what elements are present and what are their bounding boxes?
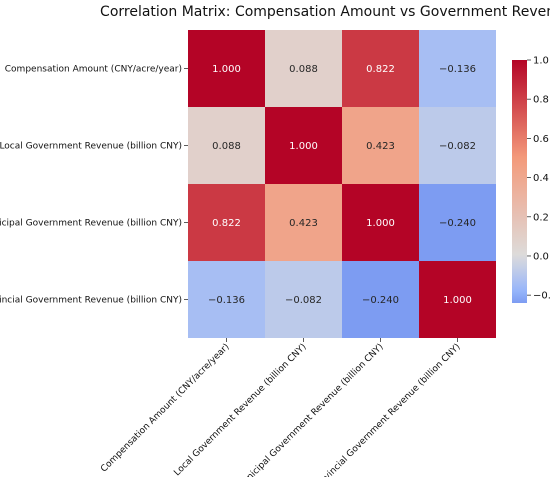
colorbar-tick-label: 0.8 bbox=[533, 95, 549, 106]
colorbar-tick-label: 0.4 bbox=[533, 173, 549, 184]
cell-value-label: −0.082 bbox=[285, 295, 322, 306]
colorbar-tick-label: 0.2 bbox=[533, 212, 549, 223]
colorbar-gradient bbox=[512, 60, 527, 303]
cell-value-label: −0.136 bbox=[439, 64, 476, 75]
cell-value-label: −0.082 bbox=[439, 141, 476, 152]
row-label: Compensation Amount (CNY/acre/year) bbox=[5, 65, 182, 75]
row-label: Provincial Government Revenue (billion C… bbox=[0, 296, 182, 306]
heatmap-cell-1-3 bbox=[419, 107, 496, 184]
colorbar-tick-label: 1.0 bbox=[533, 56, 549, 67]
column-labels: Compensation Amount (CNY/acre/year)Local… bbox=[99, 338, 463, 477]
cell-value-label: 0.423 bbox=[366, 141, 395, 152]
cell-value-label: −0.240 bbox=[362, 295, 399, 306]
heatmap-cell-0-3 bbox=[419, 30, 496, 107]
heatmap-cell-3-3 bbox=[419, 261, 496, 338]
heatmap-cell-0-2 bbox=[342, 30, 419, 107]
heatmap-cells: 1.000 0.088 0.822 −0.136 0.088 1.000 0.423 −0.0… bbox=[188, 30, 496, 338]
colorbar: 1.0 0.8 0.6 0.4 0.2 0.0 −0.2 bbox=[512, 56, 550, 303]
heatmap-cell-2-0 bbox=[188, 184, 265, 261]
column-label: Provincial Government Revenue (billion C… bbox=[312, 342, 462, 477]
colorbar-tick-label: 0.6 bbox=[533, 134, 549, 145]
cell-value-label: 1.000 bbox=[212, 64, 241, 75]
column-label: Local Government Revenue (billion CNY) bbox=[172, 342, 308, 477]
colorbar-tick-label: 0.0 bbox=[533, 251, 549, 262]
chart-title: Correlation Matrix: Compensation Amount … bbox=[100, 4, 550, 20]
heatmap-cell-1-2 bbox=[342, 107, 419, 184]
heatmap-cell-2-3 bbox=[419, 184, 496, 261]
heatmap-cell-0-1 bbox=[265, 30, 342, 107]
cell-value-label: 0.088 bbox=[289, 64, 318, 75]
cell-value-label: 0.088 bbox=[212, 141, 241, 152]
heatmap-cell-3-1 bbox=[265, 261, 342, 338]
heatmap-cell-1-0 bbox=[188, 107, 265, 184]
row-label: Local Government Revenue (billion CNY) bbox=[0, 142, 182, 152]
row-label: Municipal Government Revenue (billion CN… bbox=[0, 219, 182, 229]
column-label: Municipal Government Revenue (billion CN… bbox=[236, 342, 386, 477]
cell-value-label: −0.136 bbox=[208, 295, 245, 306]
cell-value-label: 1.000 bbox=[443, 295, 472, 306]
cell-value-label: 1.000 bbox=[289, 141, 318, 152]
heatmap-cell-0-0 bbox=[188, 30, 265, 107]
heatmap-cell-3-2 bbox=[342, 261, 419, 338]
heatmap-cell-2-2 bbox=[342, 184, 419, 261]
cell-value-label: 0.822 bbox=[366, 64, 395, 75]
cell-value-label: −0.240 bbox=[439, 218, 476, 229]
cell-value-label: 1.000 bbox=[366, 218, 395, 229]
column-label: Compensation Amount (CNY/acre/year) bbox=[99, 342, 231, 474]
heatmap-cell-1-1 bbox=[265, 107, 342, 184]
row-labels: Compensation Amount (CNY/acre/year) Local… bbox=[0, 65, 188, 306]
heatmap-cell-2-1 bbox=[265, 184, 342, 261]
heatmap-cell-3-0 bbox=[188, 261, 265, 338]
cell-value-label: 0.423 bbox=[289, 218, 318, 229]
colorbar-tick-label: −0.2 bbox=[533, 291, 550, 302]
cell-value-label: 0.822 bbox=[212, 218, 241, 229]
